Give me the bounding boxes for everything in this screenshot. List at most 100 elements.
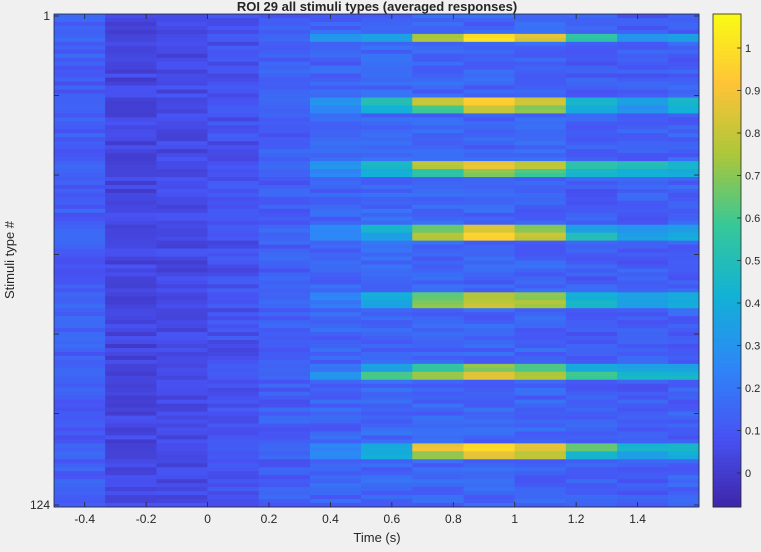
heatmap-cell xyxy=(360,101,413,106)
heatmap-cell xyxy=(514,37,567,43)
heatmap-cell xyxy=(310,459,362,464)
heatmap-cell xyxy=(565,351,618,357)
heatmap-cell xyxy=(360,157,413,162)
heatmap-cell xyxy=(207,475,260,480)
heatmap-cell xyxy=(514,125,567,130)
heatmap-cell xyxy=(207,387,260,393)
heatmap-cell xyxy=(156,117,209,122)
heatmap-cell xyxy=(54,351,106,357)
heatmap-cell xyxy=(514,200,567,206)
heatmap-cell xyxy=(565,14,618,19)
heatmap-cell xyxy=(207,451,260,456)
heatmap-cell xyxy=(156,324,209,329)
heatmap-cell xyxy=(565,495,618,500)
heatmap-cell xyxy=(156,137,209,142)
heatmap-cell xyxy=(156,153,209,158)
heatmap-cell xyxy=(668,328,700,333)
heatmap-cell xyxy=(258,288,311,293)
heatmap-cell xyxy=(54,391,106,397)
heatmap-cell xyxy=(617,503,669,508)
heatmap-cell xyxy=(668,129,700,134)
heatmap-cell xyxy=(54,165,106,170)
heatmap-cell xyxy=(258,475,311,480)
heatmap-cell xyxy=(514,280,567,285)
heatmap-cell xyxy=(258,328,311,333)
heatmap-cell xyxy=(668,169,700,174)
heatmap-cell xyxy=(514,137,567,142)
heatmap-cell xyxy=(207,304,260,309)
heatmap-cell xyxy=(412,252,464,257)
heatmap-cell xyxy=(54,169,106,174)
heatmap-cell xyxy=(105,169,157,174)
heatmap-cell xyxy=(565,220,618,226)
heatmap-cell xyxy=(258,49,311,55)
heatmap-cell xyxy=(514,49,567,55)
heatmap-cell xyxy=(54,260,106,265)
heatmap-cell xyxy=(668,435,700,440)
heatmap-cell xyxy=(514,284,567,289)
heatmap-cell xyxy=(105,268,157,273)
heatmap-cell xyxy=(514,165,567,170)
heatmap-cell xyxy=(668,101,700,106)
heatmap-cell xyxy=(207,343,260,349)
heatmap-cell xyxy=(54,29,106,35)
heatmap-cell xyxy=(310,355,362,361)
heatmap-cell xyxy=(463,336,516,341)
heatmap-cell xyxy=(258,14,311,19)
heatmap-cell xyxy=(156,165,209,170)
heatmap-cell xyxy=(463,351,516,357)
heatmap-cell xyxy=(565,89,618,94)
heatmap-cell xyxy=(258,395,311,401)
heatmap-cell xyxy=(412,212,464,218)
colorbar-segment xyxy=(713,207,741,212)
heatmap-cell xyxy=(360,93,413,98)
heatmap-cell xyxy=(565,188,618,194)
heatmap-cell xyxy=(617,499,669,504)
heatmap-cell xyxy=(258,415,311,420)
heatmap-cell xyxy=(156,89,209,94)
heatmap-cell xyxy=(105,336,157,341)
heatmap-cell xyxy=(565,304,618,309)
heatmap-cell xyxy=(565,153,618,158)
heatmap-cell xyxy=(207,296,260,301)
heatmap-cell xyxy=(668,61,700,67)
heatmap-cell xyxy=(258,347,311,353)
colorbar-segment xyxy=(713,202,741,208)
heatmap-cell xyxy=(105,431,157,436)
heatmap-cell xyxy=(668,467,700,472)
heatmap-cell xyxy=(207,212,260,218)
heatmap-cell xyxy=(156,459,209,464)
heatmap-cell xyxy=(258,252,311,257)
heatmap-cell xyxy=(54,14,106,19)
heatmap-cell xyxy=(412,41,464,47)
heatmap-cell xyxy=(310,455,362,460)
heatmap-cell xyxy=(412,459,464,464)
heatmap-cell xyxy=(105,447,157,452)
colorbar-segment xyxy=(713,42,741,48)
heatmap-cell xyxy=(514,157,567,162)
heatmap-cell xyxy=(54,252,106,257)
heatmap-cell xyxy=(54,264,106,269)
colorbar-segment xyxy=(713,396,741,401)
heatmap-cell xyxy=(310,343,362,349)
colorbar-segment xyxy=(713,211,741,216)
heatmap-cell xyxy=(463,25,516,31)
heatmap-cell xyxy=(105,296,157,301)
heatmap-cell xyxy=(514,29,567,35)
heatmap-cell xyxy=(207,280,260,285)
heatmap-cell xyxy=(156,256,209,261)
heatmap-cell xyxy=(105,427,157,432)
heatmap-cell xyxy=(412,288,464,293)
heatmap-cell xyxy=(412,93,464,98)
heatmap-cell xyxy=(258,383,311,389)
heatmap-cell xyxy=(310,97,362,102)
heatmap-cell xyxy=(54,347,106,353)
heatmap-cell xyxy=(360,475,413,480)
heatmap-cell xyxy=(310,423,362,428)
heatmap-cell xyxy=(617,467,669,472)
heatmap-cell xyxy=(258,157,311,162)
heatmap-cell xyxy=(668,499,700,504)
heatmap-cell xyxy=(207,411,260,416)
heatmap-cell xyxy=(360,343,413,349)
heatmap-cell xyxy=(412,157,464,162)
